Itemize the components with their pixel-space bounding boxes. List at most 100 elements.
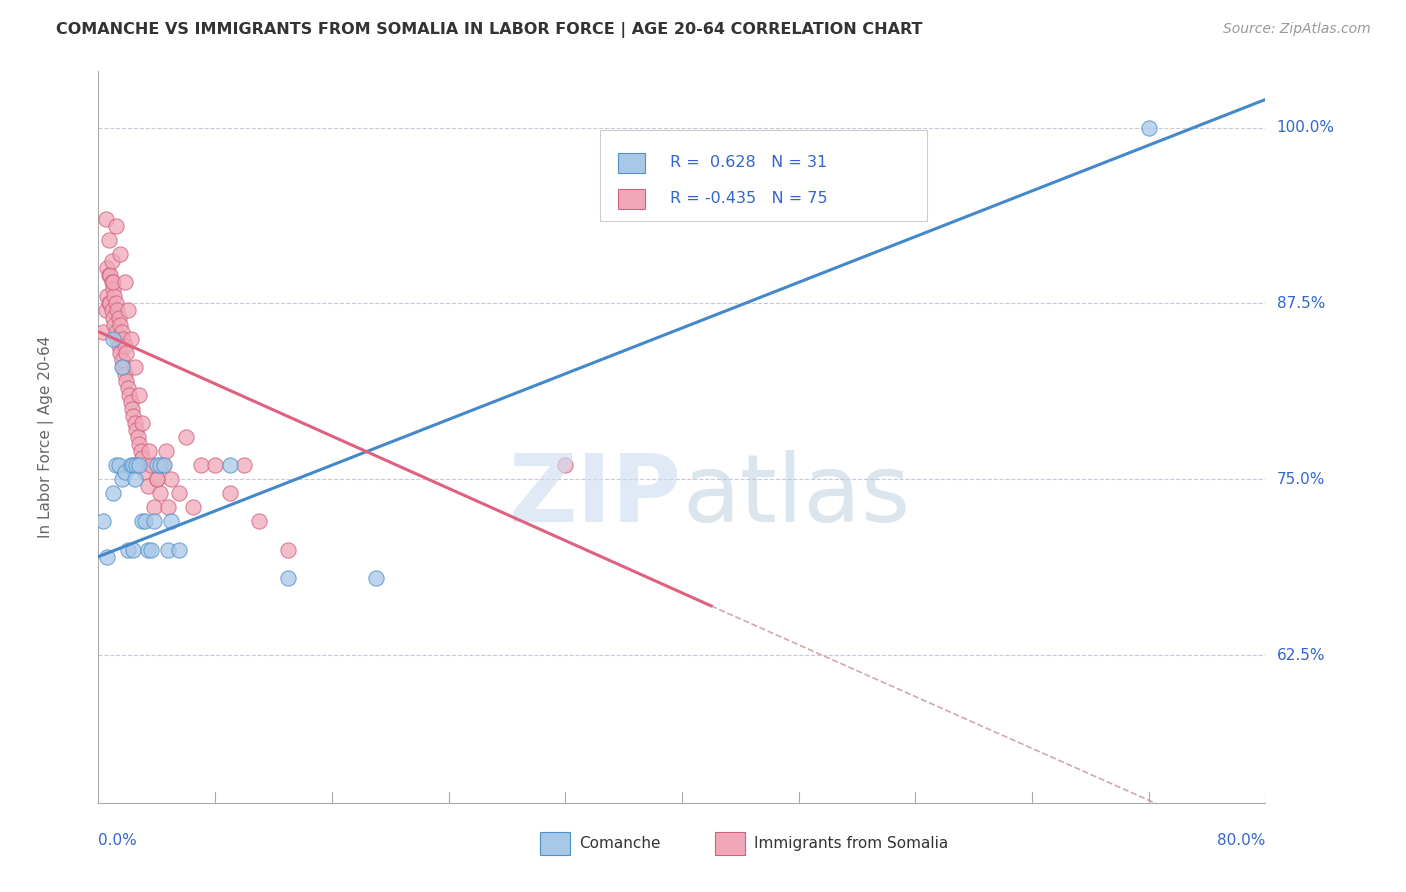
Point — [101, 276, 124, 290]
Point — [97, 296, 120, 310]
Point — [139, 458, 162, 473]
Point — [111, 352, 134, 367]
Text: 80.0%: 80.0% — [1218, 833, 1265, 848]
Point — [149, 458, 172, 473]
Point — [115, 345, 138, 359]
Point — [134, 515, 156, 529]
Point — [146, 472, 169, 486]
Point — [100, 254, 122, 268]
Point — [114, 339, 136, 353]
Text: Immigrants from Somalia: Immigrants from Somalia — [754, 837, 949, 851]
Point — [131, 515, 153, 529]
Point — [125, 423, 148, 437]
Text: Source: ZipAtlas.com: Source: ZipAtlas.com — [1223, 22, 1371, 37]
Point — [146, 458, 169, 473]
Text: R =  0.628   N = 31: R = 0.628 N = 31 — [671, 155, 828, 170]
Point — [120, 395, 142, 409]
Point — [128, 458, 150, 473]
Point — [157, 542, 180, 557]
Text: 62.5%: 62.5% — [1277, 648, 1324, 663]
Point — [120, 332, 142, 346]
Text: In Labor Force | Age 20-64: In Labor Force | Age 20-64 — [38, 336, 53, 538]
Point — [117, 542, 139, 557]
Point — [128, 388, 150, 402]
Point — [103, 318, 125, 332]
Point — [129, 444, 152, 458]
Point — [96, 549, 118, 564]
Point — [131, 416, 153, 430]
Point — [142, 515, 165, 529]
Point — [101, 332, 124, 346]
Point — [218, 486, 240, 500]
Point — [138, 444, 160, 458]
Point — [204, 458, 226, 473]
Point — [157, 500, 180, 515]
Point — [112, 359, 135, 374]
Point — [91, 325, 114, 339]
Point — [105, 303, 128, 318]
FancyBboxPatch shape — [714, 832, 745, 855]
Point — [128, 437, 150, 451]
Point — [115, 374, 138, 388]
Text: R = -0.435   N = 75: R = -0.435 N = 75 — [671, 192, 828, 206]
Point — [96, 289, 118, 303]
Text: Comanche: Comanche — [579, 837, 661, 851]
Point — [155, 444, 177, 458]
Point — [114, 465, 136, 479]
Point — [142, 500, 165, 515]
Text: atlas: atlas — [682, 450, 910, 541]
Point — [127, 430, 149, 444]
Point — [247, 515, 270, 529]
FancyBboxPatch shape — [617, 189, 645, 209]
Point — [160, 472, 183, 486]
Point — [114, 276, 136, 290]
Text: 75.0%: 75.0% — [1277, 472, 1324, 487]
Point — [117, 381, 139, 395]
Text: ZIP: ZIP — [509, 450, 682, 541]
Point — [1137, 120, 1160, 135]
Text: COMANCHE VS IMMIGRANTS FROM SOMALIA IN LABOR FORCE | AGE 20-64 CORRELATION CHART: COMANCHE VS IMMIGRANTS FROM SOMALIA IN L… — [56, 22, 922, 38]
Point — [554, 458, 576, 473]
Point — [101, 486, 124, 500]
Point — [120, 458, 142, 473]
Point — [104, 296, 127, 310]
Point — [94, 303, 117, 318]
Point — [233, 458, 256, 473]
Point — [160, 515, 183, 529]
FancyBboxPatch shape — [540, 832, 569, 855]
Text: 0.0%: 0.0% — [98, 833, 138, 848]
Point — [122, 409, 145, 423]
Point — [91, 515, 114, 529]
Point — [101, 282, 124, 296]
Point — [104, 458, 127, 473]
Point — [364, 571, 387, 585]
Point — [100, 303, 122, 318]
Point — [136, 479, 159, 493]
Point — [181, 500, 204, 515]
FancyBboxPatch shape — [600, 130, 927, 221]
Point — [110, 247, 132, 261]
Point — [98, 296, 121, 310]
Point — [117, 303, 139, 318]
Point — [114, 367, 136, 381]
Point — [124, 359, 146, 374]
Point — [110, 318, 132, 332]
Point — [108, 458, 131, 473]
Point — [96, 261, 118, 276]
Point — [125, 458, 148, 473]
FancyBboxPatch shape — [617, 153, 645, 173]
Point — [146, 472, 169, 486]
Point — [97, 233, 120, 247]
Point — [136, 542, 159, 557]
Point — [101, 310, 124, 325]
Point — [104, 325, 127, 339]
Point — [134, 465, 156, 479]
Text: 87.5%: 87.5% — [1277, 296, 1324, 311]
Point — [277, 542, 299, 557]
Point — [124, 472, 146, 486]
Point — [152, 458, 174, 473]
Point — [97, 268, 120, 283]
Point — [104, 219, 127, 233]
Point — [121, 401, 143, 416]
Point — [111, 325, 134, 339]
